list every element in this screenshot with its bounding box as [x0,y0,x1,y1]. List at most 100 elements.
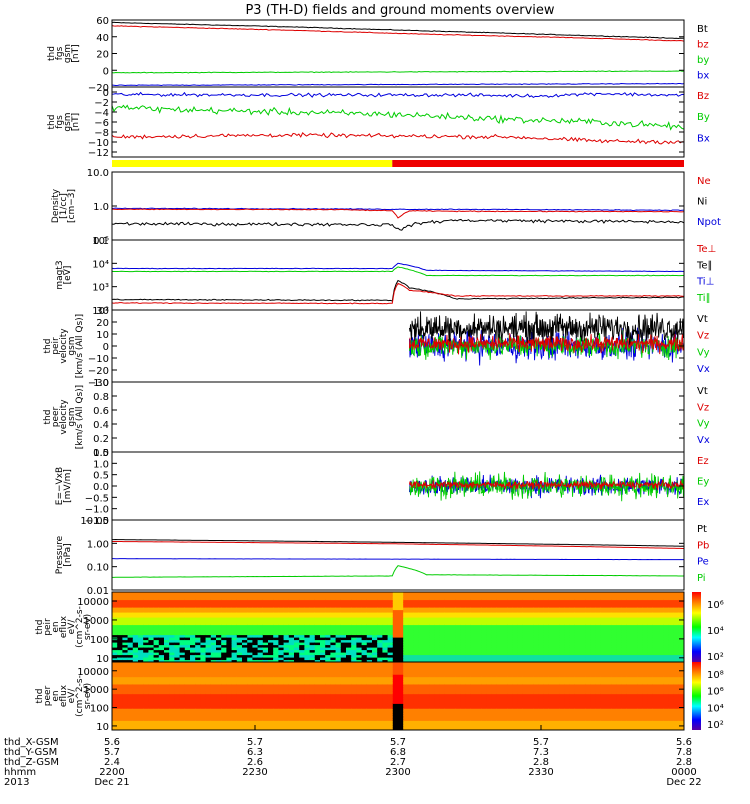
heatmap-cells [112,592,685,663]
legend-Ey: Ey [697,477,709,488]
legend-Pt: Pt [697,524,707,535]
y-axis-label: [km/s (All Qs)] [75,385,85,449]
colorbar-tick-label: 10² [707,652,724,663]
series-Pe [112,559,684,560]
y-tick-label: 20 [96,318,109,329]
panel-frame [112,87,684,157]
legend-Ti⊥: Ti⊥ [696,277,714,288]
y-tick-label: 10 [96,654,109,665]
legend-Vt: Vt [697,314,708,325]
series-By [112,105,684,129]
legend-Ti∥: Ti∥ [696,293,711,304]
series-Te⊥ [112,283,684,303]
y-tick-label: 1.0 [93,202,109,213]
series-Bx [112,93,684,98]
y-tick-label: 0.5 [93,471,109,482]
series-bx [112,83,684,85]
y-tick-label: 60 [96,16,109,27]
y-axis-label: [nT] [71,44,81,62]
y-tick-label: 1.00 [87,539,109,550]
legend-Pi: Pi [697,573,706,584]
y-tick-label: 10 [96,330,109,341]
series-Pi [112,566,684,578]
legend-Vz: Vz [697,331,709,342]
y-tick-label: 40 [96,33,109,44]
y-tick-label: −0.5 [85,493,109,504]
legend-Bz: Bz [697,91,709,102]
panel-frame [112,520,684,590]
y-tick-label: 0 [103,66,109,77]
y-tick-label: −10 [88,354,109,365]
legend-bx: bx [697,71,709,82]
y-tick-label: 0.01 [87,586,109,597]
panel-efield: EzEyEx1.51.00.50.0−0.5−1.0−1.5E=−VxB[mV/… [55,448,709,527]
legend-Ex: Ex [697,497,709,508]
y-tick-label: −1.0 [85,505,109,516]
series-Ne [112,209,684,218]
panel-frame [112,382,684,452]
legend-Te∥: Te∥ [696,260,713,271]
panel-peir_en_eflux: 10⁶10⁴10²10000100010010thdpeirenefluxeV/… [35,592,724,665]
legend-by: by [697,55,709,66]
y-tick-label: 10⁴ [92,259,109,270]
series-Bt [112,22,684,38]
legend-Vz: Vz [697,402,709,413]
y-tick-label: 10⁵ [92,236,109,247]
legend-Bx: Bx [697,133,710,144]
legend-Vt: Vt [697,386,708,397]
panel-peer_velocity: VtVzVyVx1.00.80.60.40.20.0thdpeervelocit… [43,378,710,459]
legend-By: By [697,112,710,123]
legend-Ez: Ez [697,456,709,467]
legend-Bt: Bt [697,24,708,35]
series-Ni [112,219,684,230]
y-tick-label: 1.0 [93,459,109,470]
y-tick-label: 10.00 [80,516,109,527]
legend-Vy: Vy [697,419,710,430]
legend-Ne: Ne [697,176,711,187]
y-tick-label: 0.6 [93,406,109,417]
series-by [112,71,684,73]
y-axis-label: [nPa] [63,543,73,566]
y-tick-label: 0.4 [93,420,109,431]
y-tick-label: −20 [88,366,109,377]
colorbar-tick-label: 10⁴ [707,626,724,637]
y-axis-label: [cm−3] [67,189,77,223]
y-axis-label: [eV] [63,266,73,285]
panel-peir_velocity: VtVzVyVx3020100−10−20−30thdpeirvelocityg… [43,306,710,389]
y-tick-label: 20 [96,50,109,61]
panel-frame [112,240,684,310]
y-tick-label: 0.0 [93,482,109,493]
panel-peer_en_eflux: 10⁸10⁶10⁴10²10000100010010thdpeereneflux… [35,662,724,733]
legend-Te⊥: Te⊥ [696,244,716,255]
colorbar-tick-label: 10⁶ [707,600,724,611]
series-bz [112,26,684,42]
y-tick-label: 10³ [92,283,109,294]
series-Bz [112,133,684,144]
colorbar [692,592,701,662]
series-Pt [112,540,684,547]
legend-Npot: Npot [697,217,721,228]
y-axis-label: [nT] [71,113,81,131]
y-tick-label: 0 [103,342,109,353]
y-tick-label: 0.10 [87,563,109,574]
y-tick-label: 0.8 [93,392,109,403]
y-tick-label: −12 [88,148,109,159]
y-tick-label: 10.0 [87,168,109,179]
y-tick-label: 30 [96,306,109,317]
legend-Vx: Vx [697,364,710,375]
legend-Pb: Pb [697,540,709,551]
legend-Vx: Vx [697,435,710,446]
y-tick-label: 1.0 [93,378,109,389]
heatmap-cells [112,662,685,731]
legend-bz: bz [697,40,709,51]
legend-Ni: Ni [697,197,707,208]
y-tick-label: 0.2 [93,434,109,445]
figure-title: P3 (TH-D) fields and ground moments over… [245,3,554,18]
